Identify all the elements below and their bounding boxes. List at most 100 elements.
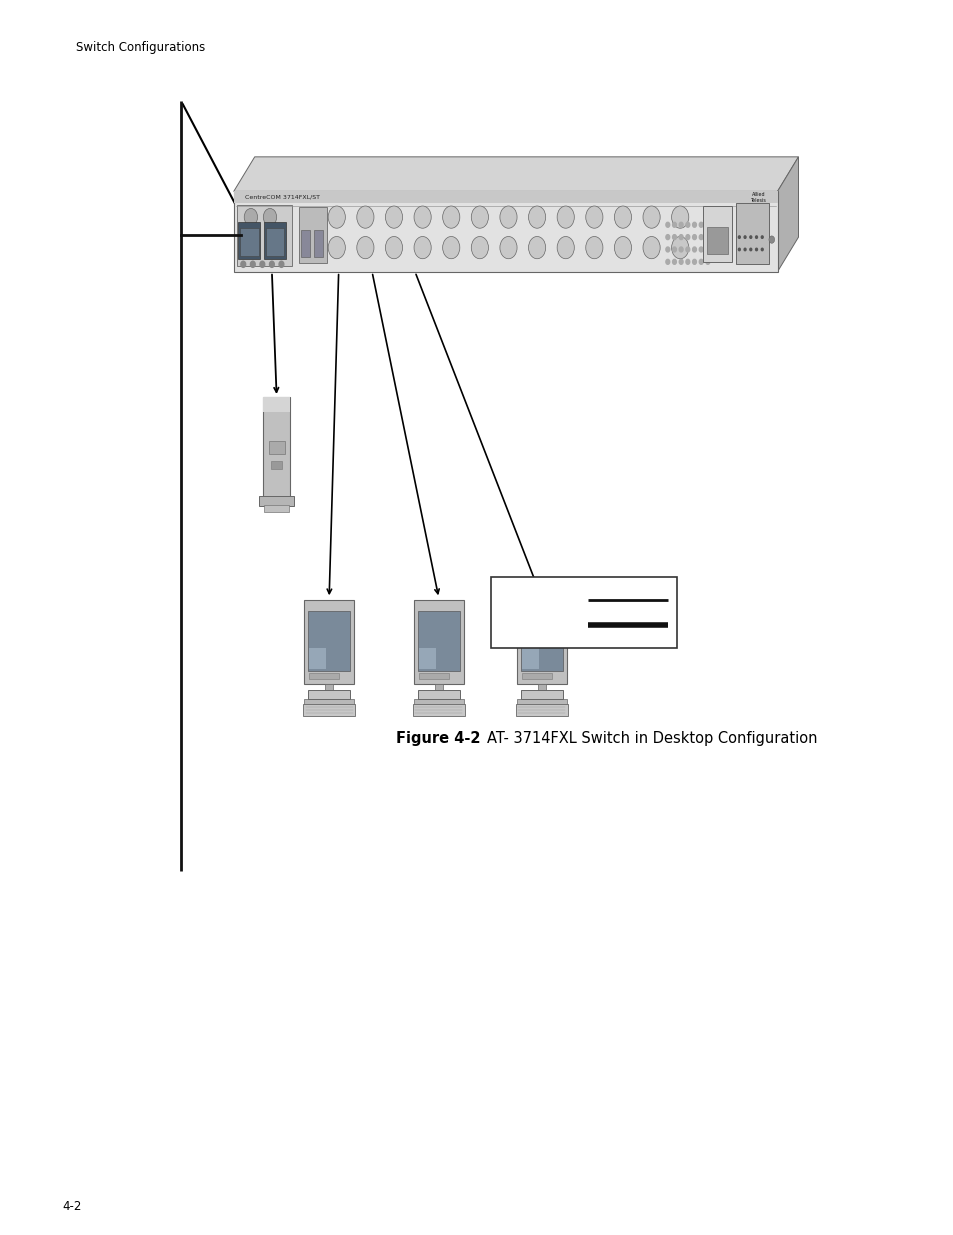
Circle shape — [679, 235, 682, 240]
Circle shape — [642, 206, 659, 228]
Circle shape — [414, 237, 431, 259]
Circle shape — [672, 235, 676, 240]
Circle shape — [528, 237, 545, 259]
Bar — [240, 228, 258, 256]
Bar — [702, 206, 731, 262]
Circle shape — [385, 206, 402, 228]
Bar — [516, 704, 567, 716]
Circle shape — [665, 235, 669, 240]
Circle shape — [528, 206, 545, 228]
Bar — [521, 648, 538, 669]
Circle shape — [705, 235, 709, 240]
Bar — [264, 505, 289, 513]
Bar — [417, 690, 459, 699]
Text: Figure 4-2: Figure 4-2 — [395, 731, 480, 746]
Bar — [233, 191, 777, 272]
Bar — [520, 611, 562, 671]
Bar — [537, 684, 545, 693]
Circle shape — [499, 237, 517, 259]
Circle shape — [259, 262, 264, 268]
Circle shape — [699, 235, 702, 240]
Circle shape — [685, 259, 689, 264]
Bar — [263, 396, 290, 500]
Circle shape — [672, 247, 676, 252]
Text: AT- 3714FXL Switch in Desktop Configuration: AT- 3714FXL Switch in Desktop Configurat… — [486, 731, 816, 746]
Circle shape — [672, 259, 676, 264]
Text: Allied
Telesis: Allied Telesis — [749, 193, 765, 203]
Circle shape — [679, 247, 682, 252]
Circle shape — [665, 222, 669, 227]
Bar — [521, 673, 551, 679]
Circle shape — [585, 237, 602, 259]
Bar — [325, 684, 333, 693]
Bar — [258, 496, 294, 506]
Circle shape — [585, 206, 602, 228]
Bar — [300, 230, 310, 257]
Circle shape — [685, 235, 689, 240]
Circle shape — [671, 237, 688, 259]
Circle shape — [557, 206, 574, 228]
Polygon shape — [777, 157, 798, 272]
Text: Switch Configurations: Switch Configurations — [76, 41, 205, 54]
Circle shape — [414, 206, 431, 228]
Circle shape — [692, 222, 696, 227]
Bar — [238, 222, 260, 259]
Circle shape — [679, 259, 682, 264]
Circle shape — [738, 248, 740, 251]
Bar — [298, 206, 327, 263]
Circle shape — [499, 206, 517, 228]
Circle shape — [442, 237, 459, 259]
Text: CentreCOM 3714FXL/ST: CentreCOM 3714FXL/ST — [245, 195, 320, 200]
Circle shape — [755, 248, 757, 251]
Circle shape — [665, 247, 669, 252]
Bar — [418, 648, 436, 669]
Bar — [309, 648, 326, 669]
Circle shape — [679, 222, 682, 227]
Circle shape — [356, 206, 374, 228]
Bar — [735, 203, 768, 264]
Bar — [417, 611, 459, 671]
Circle shape — [356, 237, 374, 259]
Bar — [233, 191, 777, 204]
Circle shape — [705, 222, 709, 227]
Circle shape — [269, 262, 274, 268]
Circle shape — [328, 206, 345, 228]
Circle shape — [692, 247, 696, 252]
Bar — [304, 699, 354, 705]
Circle shape — [665, 259, 669, 264]
Circle shape — [263, 209, 276, 226]
Bar — [414, 600, 463, 684]
Bar — [520, 690, 562, 699]
Circle shape — [614, 237, 631, 259]
Circle shape — [685, 247, 689, 252]
Circle shape — [760, 236, 762, 238]
Circle shape — [699, 259, 702, 264]
Bar — [309, 673, 338, 679]
Circle shape — [705, 259, 709, 264]
Circle shape — [278, 262, 283, 268]
Bar — [271, 461, 282, 469]
Circle shape — [749, 248, 751, 251]
Circle shape — [471, 206, 488, 228]
Circle shape — [240, 262, 246, 268]
Circle shape — [699, 222, 702, 227]
Circle shape — [692, 235, 696, 240]
Bar — [308, 611, 350, 671]
Bar — [413, 704, 464, 716]
Circle shape — [557, 237, 574, 259]
Bar — [418, 673, 448, 679]
Circle shape — [692, 259, 696, 264]
Circle shape — [471, 237, 488, 259]
Circle shape — [244, 209, 257, 226]
Bar — [304, 600, 354, 684]
Bar — [517, 699, 566, 705]
Circle shape — [755, 236, 757, 238]
Bar — [517, 600, 566, 684]
Circle shape — [768, 236, 774, 243]
Bar — [706, 227, 727, 254]
Bar — [308, 690, 350, 699]
Circle shape — [250, 262, 254, 268]
Circle shape — [671, 206, 688, 228]
Circle shape — [705, 247, 709, 252]
Bar — [414, 699, 463, 705]
